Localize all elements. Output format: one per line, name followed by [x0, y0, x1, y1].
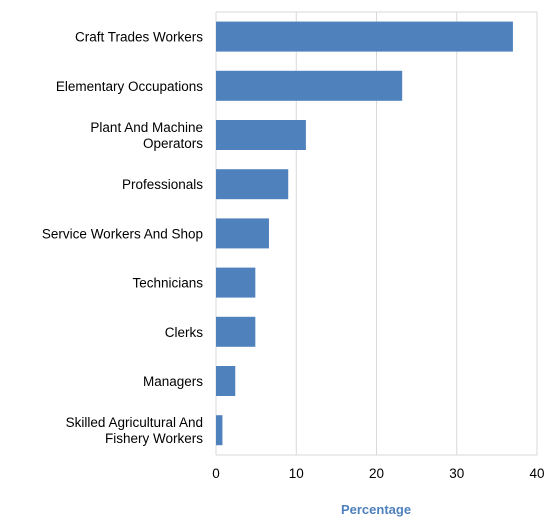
x-tick-label-2: 20: [369, 466, 384, 481]
bar-6: [216, 316, 256, 347]
category-label-3: Professionals: [122, 177, 203, 192]
category-label-6: Clerks: [165, 325, 204, 340]
x-tick-label-3: 30: [449, 466, 464, 481]
category-label-2: Plant And Machine Operators: [90, 120, 203, 151]
category-label-5: Technicians: [132, 276, 203, 291]
bar-2: [216, 120, 306, 150]
x-tick-label-1: 10: [289, 466, 304, 481]
x-tick-label-0: 0: [212, 466, 220, 481]
bar-0: [216, 21, 513, 52]
bar-7: [216, 366, 236, 396]
x-tick-label-4: 40: [529, 466, 544, 481]
category-label-7: Managers: [143, 374, 203, 389]
x-axis-title: Percentage: [341, 502, 411, 517]
bars: [216, 21, 513, 446]
bar-3: [216, 169, 289, 200]
x-tick-labels: 0 10 20 30 40: [212, 466, 544, 481]
bar-5: [216, 267, 256, 298]
bar-8: [216, 415, 223, 446]
category-label-8: Skilled Agricultural And Fishery Workers: [66, 415, 204, 446]
category-label-4: Service Workers And Shop: [42, 226, 203, 241]
category-label-1: Elementary Occupations: [56, 79, 203, 94]
bar-4: [216, 218, 269, 249]
category-label-0: Craft Trades Workers: [75, 30, 203, 45]
category-labels: Craft Trades Workers Elementary Occupatio…: [42, 30, 203, 447]
bar-1: [216, 70, 403, 101]
